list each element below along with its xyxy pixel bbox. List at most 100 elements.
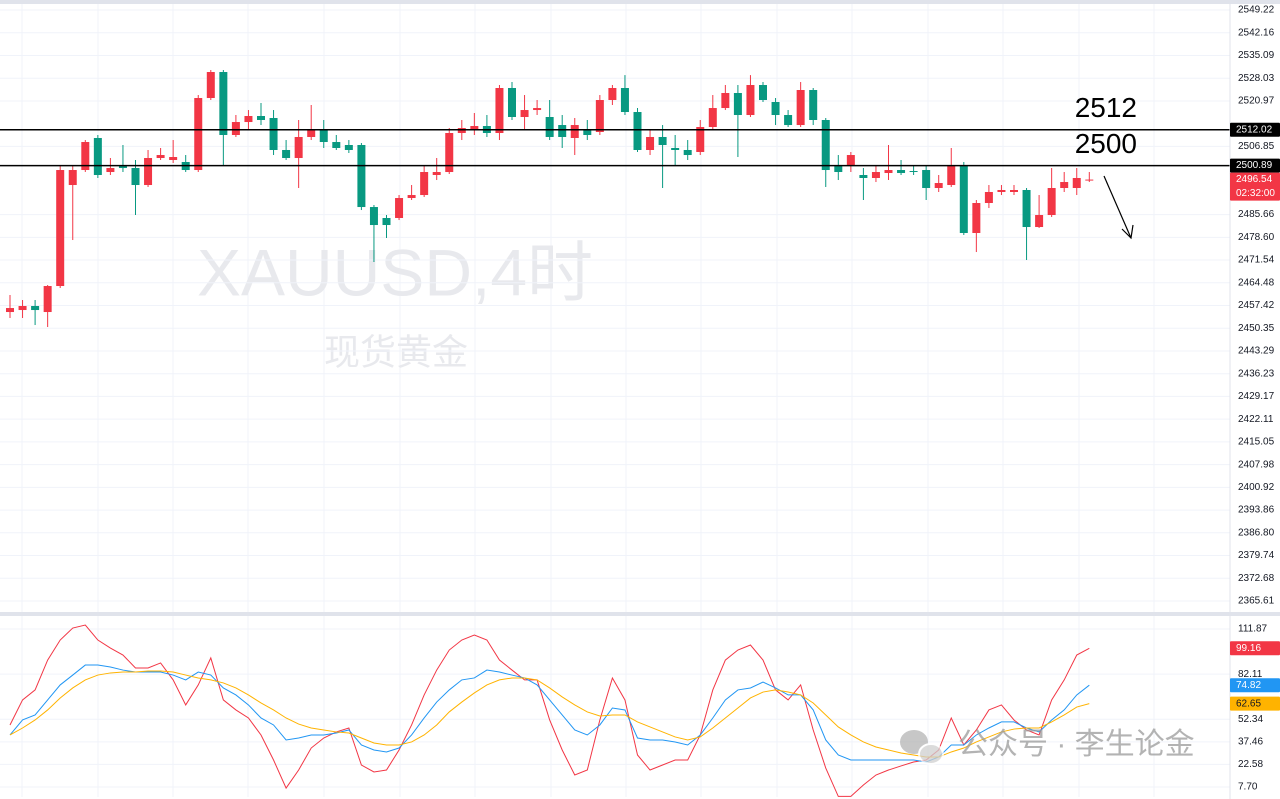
candle-body [658,136,667,146]
name-watermark: 现货黄金 [324,332,468,373]
candle-body [533,108,542,111]
candle-body [269,118,278,150]
candle-body [633,112,642,150]
candle-body [68,170,77,186]
account-name: 公众号 · 李生论金 [958,728,1195,761]
candle-body [156,155,165,159]
y-tick-label: 2365.61 [1238,596,1275,607]
y-tick-label: 2415.05 [1238,437,1275,448]
indicator-value-badge-bg [1230,641,1280,656]
wechat-icon [918,743,944,765]
candle-body [897,170,906,174]
last-price-badge-bg [1230,172,1280,201]
top-border [0,0,1280,4]
indicator-line [9,624,1090,797]
indicator-value-badge-bg [1230,678,1280,693]
candle-body [583,130,592,135]
y-tick-label: 2549.22 [1238,5,1275,16]
candle-body [746,85,755,116]
candle-body [231,122,240,135]
y-tick-label: 111.87 [1238,624,1268,635]
candle-body [683,149,692,156]
account-watermark: 公众号 · 李生论金 [900,728,1195,765]
candle-body [922,170,931,189]
candle-body [759,85,767,101]
y-tick-label: 2485.66 [1238,209,1275,220]
y-tick-label: 52.34 [1238,714,1263,725]
candle-body [1022,190,1031,228]
level-label: 2500 [1075,128,1137,159]
candle-body [1010,190,1018,192]
candle-body [106,168,115,173]
y-tick-label: 2520.97 [1238,96,1275,107]
y-tick-label: 2386.80 [1238,527,1275,538]
candle-body [294,136,303,159]
symbol-watermark: XAUUSD,4时 [197,235,593,309]
candle-body [445,133,454,173]
candle-body [947,164,956,186]
y-tick-label: 2535.09 [1238,50,1275,61]
candle-body [43,286,52,313]
level-price-badge: 2512.02 [1236,124,1273,135]
arrow-head [1121,224,1134,240]
candle-body [56,170,65,287]
candle-body [194,98,203,171]
candle-body [696,127,705,152]
y-tick-label: 2542.16 [1238,27,1275,38]
y-tick-label: 22.58 [1238,759,1263,770]
candle-body [796,90,805,126]
candle-body [997,190,1006,192]
candle-body [282,149,291,159]
candle-body [219,72,228,135]
indicator-value-badge: 74.82 [1236,680,1261,691]
y-tick-label: 7.70 [1238,782,1258,793]
candle-body [771,102,780,116]
y-tick-label: 2528.03 [1238,73,1275,84]
candle-body [671,148,680,150]
candle-body [595,100,604,133]
candle-body [972,203,981,234]
candle-body [470,126,479,131]
candle-body [1047,188,1056,216]
candle-body [859,175,868,178]
last-price: 2496.54 [1236,174,1273,185]
candle-body [420,172,429,196]
level-label: 2512 [1075,92,1137,123]
candle-body [206,72,215,99]
candle-body [118,164,127,169]
y-tick-label: 2478.60 [1238,232,1275,243]
candle-body [984,191,993,204]
y-tick-label: 2429.17 [1238,391,1275,402]
candle-body [1072,177,1081,189]
y-tick-label: 2450.35 [1238,323,1275,334]
candle-body [834,164,843,173]
candle-body [457,128,466,134]
candle-body [570,125,579,138]
candle-body [620,88,629,113]
candle-body [884,170,893,174]
candle-body [169,157,178,161]
y-tick-label: 2436.23 [1238,368,1275,379]
candle-body [520,110,529,118]
candle-body [871,172,880,178]
candle-body [307,130,316,137]
candle-body [1060,182,1069,189]
trend-arrow [1103,175,1134,240]
candle-body [407,195,416,199]
arrow-shaft [1103,175,1132,239]
candle-body [382,218,391,226]
level-price-badge-bg [1230,158,1280,173]
indicator-value-badge: 62.65 [1236,698,1261,709]
candle-body [1085,179,1094,181]
candle-body [733,92,742,116]
candle-body [809,90,818,120]
y-tick-label: 37.46 [1238,737,1263,748]
candle-body [81,142,90,171]
y-tick-label: 2393.86 [1238,505,1275,516]
candle-body [432,172,441,176]
candle-body [646,136,655,150]
candle-body [708,108,717,128]
candle-body [144,158,153,186]
